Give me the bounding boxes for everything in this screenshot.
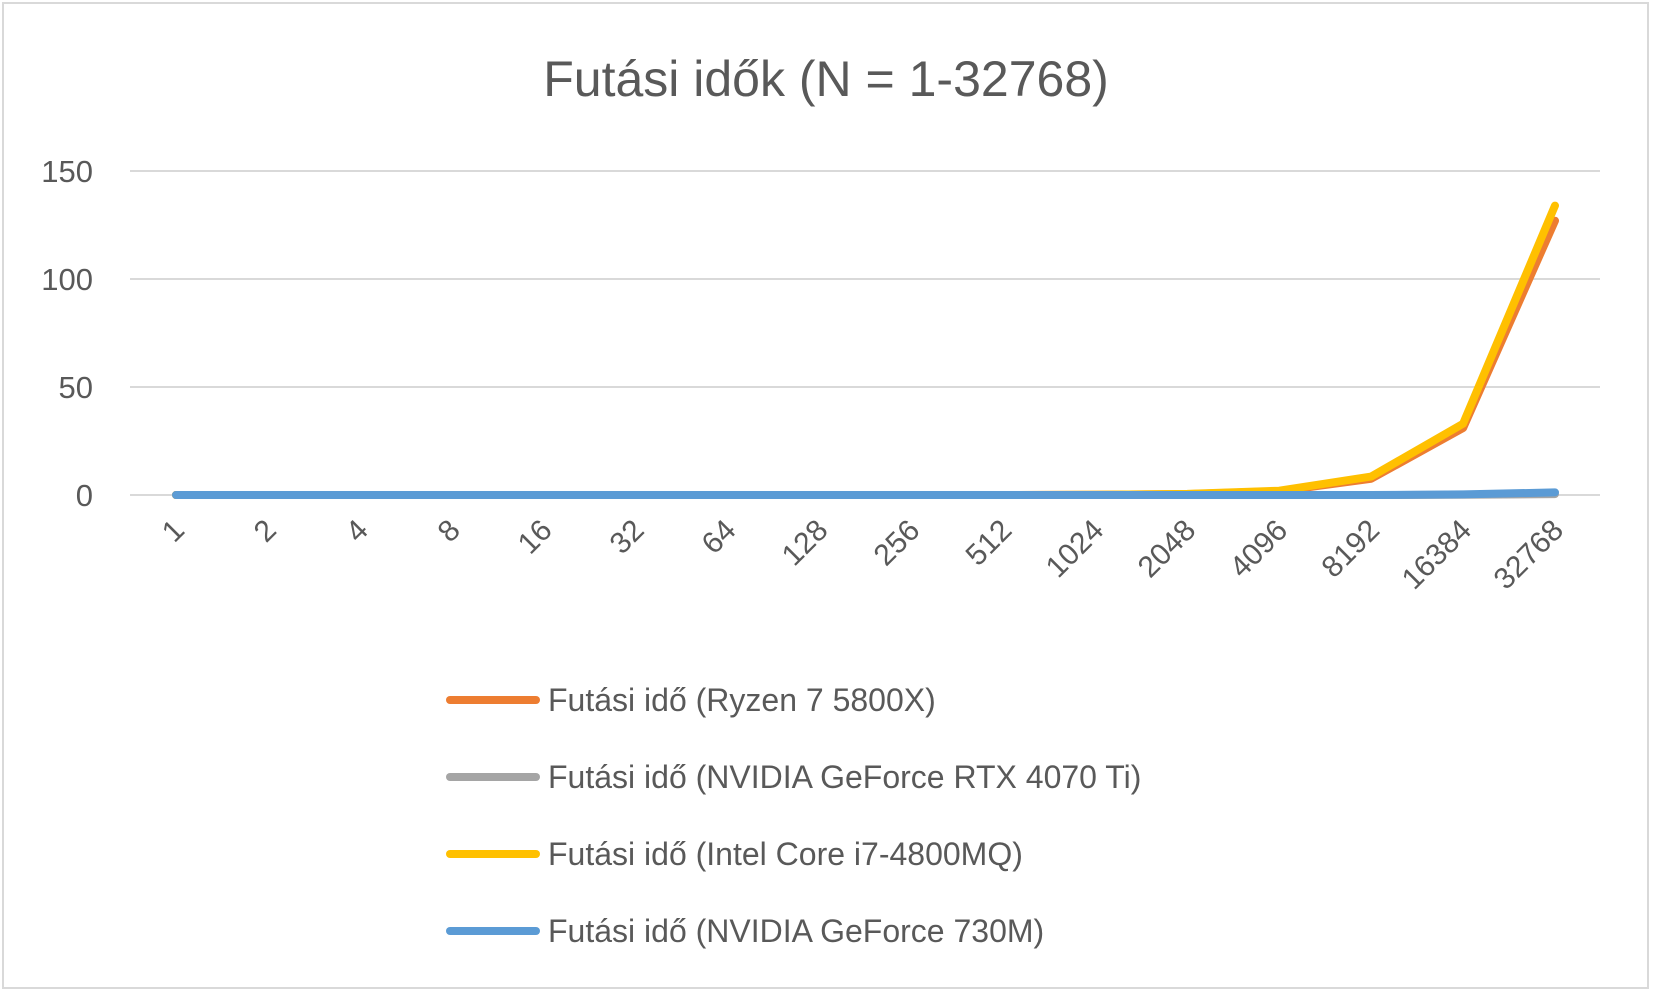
x-tick-label: 1 [156, 514, 191, 549]
legend-label: Futási idő (Ryzen 7 5800X) [548, 682, 936, 718]
x-tick-label: 32768 [1488, 514, 1570, 596]
legend-item: Futási idő (NVIDIA GeForce 730M) [446, 913, 1044, 949]
chart-title: Futási idők (N = 1-32768) [543, 51, 1109, 107]
legend: Futási idő (Ryzen 7 5800X) Futási idő (NV… [446, 682, 1141, 949]
legend-item: Futási idő (Intel Core i7-4800MQ) [446, 836, 1023, 872]
x-tick-label: 256 [868, 514, 927, 573]
legend-label: Futási idő (NVIDIA GeForce RTX 4070 Ti) [548, 759, 1141, 795]
x-tick-label: 16 [512, 514, 559, 561]
legend-label: Futási idő (NVIDIA GeForce 730M) [548, 913, 1044, 949]
x-tick-label: 4096 [1224, 514, 1295, 585]
y-tick-label: 50 [59, 370, 93, 405]
x-tick-label: 8 [432, 514, 467, 549]
series-line-4 [172, 488, 1559, 499]
gridlines [130, 170, 1600, 496]
x-tick-label: 64 [696, 514, 743, 561]
x-tick-label: 32 [604, 514, 651, 561]
x-tick-label: 8192 [1316, 514, 1387, 585]
x-tick-label: 128 [776, 514, 835, 573]
x-tick-label: 2 [248, 514, 283, 549]
legend-item: Futási idő (NVIDIA GeForce RTX 4070 Ti) [446, 759, 1141, 795]
series-lines [172, 201, 1559, 499]
x-tick-label: 16384 [1396, 514, 1478, 596]
x-axis-ticks: 1 2 4 8 16 32 64 128 256 512 1024 2048 4096 8192 16384… [156, 514, 1570, 596]
x-tick-label: 512 [960, 514, 1019, 573]
x-tick-label: 4 [340, 514, 375, 549]
y-tick-label: 150 [41, 154, 93, 189]
series-line-1 [172, 216, 1559, 499]
y-axis-ticks: 0 50 100 150 [41, 154, 93, 513]
y-tick-label: 100 [41, 262, 93, 297]
x-tick-label: 1024 [1040, 514, 1111, 585]
legend-label: Futási idő (Intel Core i7-4800MQ) [548, 836, 1023, 872]
x-tick-label: 2048 [1132, 514, 1203, 585]
legend-item: Futási idő (Ryzen 7 5800X) [446, 682, 936, 718]
series-line-3 [172, 201, 1559, 499]
y-tick-label: 0 [76, 478, 93, 513]
